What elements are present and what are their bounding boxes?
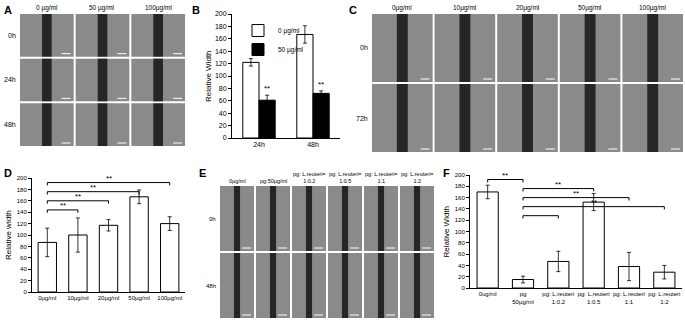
svg-text:48h: 48h xyxy=(206,283,216,289)
svg-text:B: B xyxy=(192,4,200,16)
svg-text:pg: L.reuteri=1:2: pg: L.reuteri=1:2 xyxy=(401,171,434,184)
svg-text:pg: L.reuteri=1:0.2: pg: L.reuteri=1:0.2 xyxy=(293,171,326,184)
svg-text:Relative width: Relative width xyxy=(4,210,13,260)
svg-text:pg: L.reuteri=1:1: pg: L.reuteri=1:1 xyxy=(365,171,398,184)
svg-text:24h: 24h xyxy=(4,76,16,83)
svg-text:40: 40 xyxy=(20,266,27,272)
svg-text:20µg/ml: 20µg/ml xyxy=(98,295,119,301)
svg-text:**: ** xyxy=(106,174,112,183)
svg-text:Relative Width: Relative Width xyxy=(442,206,451,258)
svg-text:F: F xyxy=(443,167,450,179)
svg-text:80: 80 xyxy=(20,244,27,250)
svg-text:200: 200 xyxy=(215,10,227,17)
svg-text:pg: L.reuteri1:1: pg: L.reuteri1:1 xyxy=(613,291,645,305)
svg-text:50 µg/ml: 50 µg/ml xyxy=(89,4,115,12)
svg-text:10µg/ml: 10µg/ml xyxy=(67,295,88,301)
svg-text:160: 160 xyxy=(17,198,28,204)
svg-text:**: ** xyxy=(591,198,597,207)
svg-text:Relative Width: Relative Width xyxy=(204,50,213,102)
svg-text:0µg/ml: 0µg/ml xyxy=(38,295,56,301)
svg-text:0: 0 xyxy=(23,289,27,295)
svg-text:pg: L.reuteri=1:0.5: pg: L.reuteri=1:0.5 xyxy=(329,171,362,184)
svg-text:48h: 48h xyxy=(307,141,319,148)
svg-text:0 µg/ml: 0 µg/ml xyxy=(278,27,300,35)
svg-text:pg:50µg/ml: pg:50µg/ml xyxy=(260,178,287,184)
svg-text:100: 100 xyxy=(215,72,227,79)
svg-text:60: 60 xyxy=(20,255,27,261)
svg-text:100µg/ml: 100µg/ml xyxy=(145,4,172,12)
svg-text:140: 140 xyxy=(17,209,28,215)
svg-text:160: 160 xyxy=(215,35,227,42)
svg-text:50µg/ml: 50µg/ml xyxy=(578,4,602,12)
svg-text:120: 120 xyxy=(17,221,28,227)
svg-text:160: 160 xyxy=(455,195,466,201)
svg-text:pg: L.reuteri1:0.5: pg: L.reuteri1:0.5 xyxy=(578,291,610,305)
svg-text:0h: 0h xyxy=(8,32,16,39)
svg-text:50µg/ml: 50µg/ml xyxy=(128,295,149,301)
svg-text:80: 80 xyxy=(458,240,465,246)
svg-text:pg50µg/ml: pg50µg/ml xyxy=(512,291,533,305)
svg-text:40: 40 xyxy=(458,263,465,269)
svg-text:**: ** xyxy=(75,192,81,201)
svg-text:72h: 72h xyxy=(356,115,368,122)
svg-text:60: 60 xyxy=(458,251,465,257)
svg-text:pg: L.reuteri1:2: pg: L.reuteri1:2 xyxy=(648,291,680,305)
svg-text:**: ** xyxy=(573,189,579,198)
svg-text:140: 140 xyxy=(455,206,466,212)
svg-text:40: 40 xyxy=(219,110,227,117)
svg-text:0h: 0h xyxy=(360,44,368,51)
svg-text:0ug/ml: 0ug/ml xyxy=(479,291,497,297)
svg-text:20: 20 xyxy=(458,274,465,280)
svg-text:**: ** xyxy=(60,201,66,210)
svg-text:80: 80 xyxy=(219,85,227,92)
svg-text:120: 120 xyxy=(455,217,466,223)
svg-text:0µg/ml: 0µg/ml xyxy=(229,178,246,184)
svg-text:200: 200 xyxy=(455,172,466,178)
svg-text:140: 140 xyxy=(215,48,227,55)
svg-text:pg: L.reuteri1:0.2: pg: L.reuteri1:0.2 xyxy=(542,291,574,305)
svg-text:**: ** xyxy=(318,80,324,89)
svg-text:0h: 0h xyxy=(209,216,216,222)
svg-text:100µg/ml: 100µg/ml xyxy=(157,295,182,301)
svg-text:20: 20 xyxy=(20,278,27,284)
svg-text:**: ** xyxy=(90,183,96,192)
svg-text:0 µg/ml: 0 µg/ml xyxy=(36,4,58,12)
svg-text:**: ** xyxy=(264,84,270,93)
svg-text:60: 60 xyxy=(219,97,227,104)
svg-text:E: E xyxy=(199,167,206,179)
svg-text:100µg/ml: 100µg/ml xyxy=(639,4,666,12)
svg-text:C: C xyxy=(349,4,357,16)
svg-text:200: 200 xyxy=(17,175,28,181)
svg-text:180: 180 xyxy=(215,23,227,30)
svg-text:**: ** xyxy=(502,171,508,180)
svg-text:A: A xyxy=(4,4,12,16)
svg-text:10µg/ml: 10µg/ml xyxy=(453,4,477,12)
svg-text:100: 100 xyxy=(17,232,28,238)
svg-text:0µg/ml: 0µg/ml xyxy=(392,4,412,12)
svg-text:20µg/ml: 20µg/ml xyxy=(516,4,540,12)
svg-text:180: 180 xyxy=(455,183,466,189)
svg-text:D: D xyxy=(4,167,12,179)
svg-text:24h: 24h xyxy=(253,141,265,148)
svg-text:**: ** xyxy=(555,180,561,189)
svg-text:180: 180 xyxy=(17,187,28,193)
svg-text:48h: 48h xyxy=(4,121,16,128)
svg-text:50 µg/ml: 50 µg/ml xyxy=(278,46,304,54)
svg-text:100: 100 xyxy=(455,229,466,235)
svg-text:120: 120 xyxy=(215,60,227,67)
svg-text:20: 20 xyxy=(219,122,227,129)
svg-text:0: 0 xyxy=(461,285,465,291)
svg-text:0: 0 xyxy=(223,134,227,141)
